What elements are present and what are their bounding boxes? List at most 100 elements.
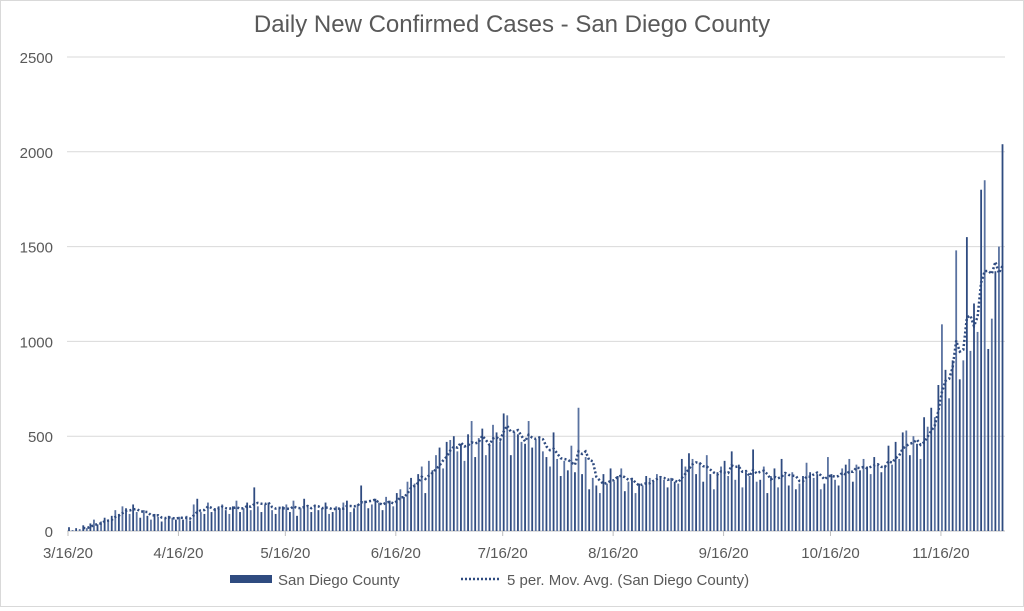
- bar: [673, 481, 676, 531]
- bar: [324, 502, 327, 531]
- bar: [787, 485, 790, 531]
- bar: [306, 506, 309, 531]
- bar: [602, 474, 605, 531]
- y-tick-label: 500: [28, 429, 53, 446]
- bar: [242, 508, 245, 531]
- bar: [598, 493, 601, 531]
- bar: [916, 443, 918, 531]
- bar: [153, 513, 156, 531]
- bar: [581, 474, 583, 531]
- bar: [488, 445, 491, 531]
- bar: [142, 510, 145, 531]
- bar: [880, 472, 883, 531]
- bar: [819, 489, 822, 531]
- bar: [117, 513, 120, 531]
- bar: [207, 502, 209, 531]
- bar: [435, 455, 437, 531]
- bar: [652, 481, 655, 531]
- bar: [271, 510, 273, 531]
- bar: [905, 430, 908, 531]
- bar: [85, 528, 88, 531]
- bar: [755, 481, 758, 531]
- bar: [534, 439, 537, 531]
- x-tick-label: 9/16/20: [699, 545, 749, 562]
- bar: [299, 508, 302, 531]
- bar: [506, 415, 509, 531]
- bar: [556, 458, 559, 531]
- bar: [89, 523, 92, 531]
- bar: [645, 476, 648, 531]
- bar: [313, 504, 316, 531]
- bar: [460, 443, 462, 531]
- bar: [342, 502, 345, 531]
- legend-label-bars: San Diego County: [278, 572, 400, 589]
- bar: [378, 502, 380, 531]
- bar: [470, 421, 473, 531]
- bar: [759, 479, 762, 531]
- bar: [499, 441, 502, 531]
- bar: [524, 443, 526, 531]
- bar: [613, 481, 616, 531]
- bar: [951, 360, 954, 531]
- moving-average-line: [83, 257, 1004, 530]
- bar: [737, 464, 740, 531]
- bar: [374, 498, 377, 531]
- bar: [210, 512, 213, 531]
- bar: [296, 515, 298, 531]
- bar: [221, 504, 224, 531]
- bar: [93, 519, 95, 531]
- bar: [399, 489, 402, 531]
- bar: [132, 504, 135, 531]
- bar: [513, 432, 516, 531]
- bar: [260, 512, 263, 531]
- bar: [174, 519, 177, 531]
- bar: [427, 460, 430, 531]
- bar: [862, 458, 865, 531]
- bar: [998, 246, 1000, 531]
- bar: [239, 512, 241, 531]
- bar: [930, 407, 933, 531]
- bar: [484, 455, 487, 531]
- bar: [452, 436, 455, 531]
- y-tick-label: 0: [45, 524, 53, 541]
- bar: [827, 457, 829, 531]
- bar: [766, 493, 769, 531]
- bar: [531, 447, 534, 531]
- bar: [135, 512, 138, 531]
- bar: [463, 460, 466, 531]
- bar: [356, 504, 359, 531]
- bar: [185, 515, 188, 531]
- bar: [577, 407, 580, 531]
- bar: [609, 468, 612, 531]
- bar: [246, 502, 249, 531]
- bar: [705, 455, 708, 531]
- bar: [164, 518, 167, 531]
- bar: [538, 436, 541, 531]
- x-tick-label: 6/16/20: [371, 545, 421, 562]
- bar: [370, 504, 373, 531]
- bar: [830, 474, 833, 531]
- bar: [360, 485, 363, 531]
- bar: [520, 441, 523, 531]
- bar: [666, 487, 669, 531]
- bar: [616, 476, 619, 531]
- bar: [866, 466, 869, 531]
- bar: [912, 436, 915, 531]
- bar: [734, 479, 737, 531]
- bar: [549, 466, 551, 531]
- bar: [933, 417, 936, 531]
- bar: [289, 512, 291, 531]
- bar: [802, 476, 804, 531]
- bar: [125, 508, 127, 531]
- bar: [545, 457, 548, 531]
- bar: [274, 513, 277, 531]
- bar: [762, 466, 765, 531]
- bar: [805, 462, 808, 531]
- bar: [395, 493, 398, 531]
- bar: [869, 474, 872, 531]
- x-tick-label: 3/16/20: [43, 545, 93, 562]
- bar: [937, 385, 940, 531]
- bar: [121, 506, 124, 531]
- bar: [574, 472, 576, 531]
- bar: [445, 441, 448, 531]
